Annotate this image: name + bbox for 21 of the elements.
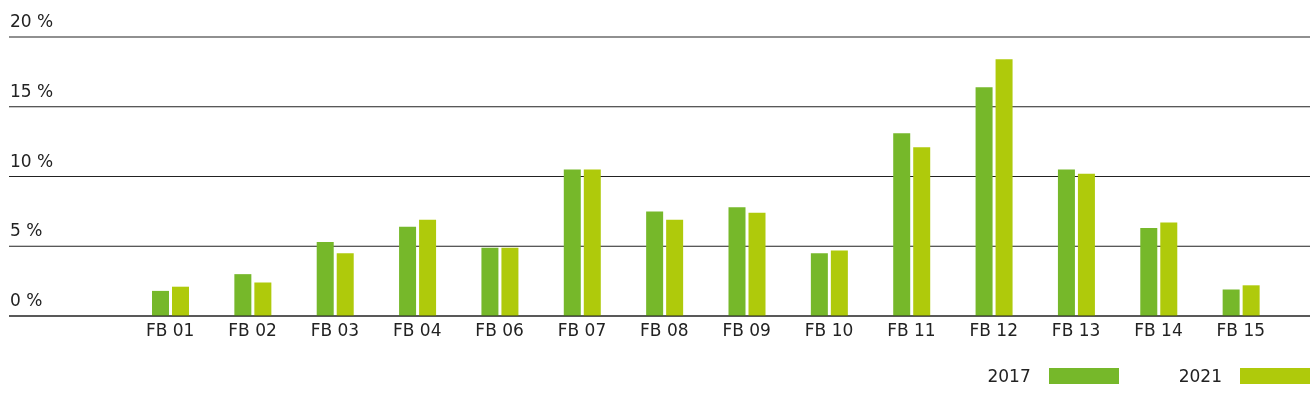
legend-label: 2017 — [987, 366, 1031, 386]
x-tick-label: FB 12 — [969, 320, 1018, 341]
x-tick-label: FB 04 — [393, 320, 442, 341]
y-tick-label: 5 % — [10, 220, 43, 241]
x-tick-label: FB 14 — [1134, 320, 1183, 341]
x-tick-label: FB 03 — [310, 320, 360, 341]
x-tick-label: FB 11 — [887, 320, 936, 341]
x-tick-label: FB 08 — [640, 320, 689, 341]
x-tick-label: FB 15 — [1216, 320, 1266, 341]
x-tick-label: FB 02 — [228, 320, 277, 341]
x-tick-label: FB 07 — [557, 320, 607, 341]
y-tick-label: 20 % — [10, 11, 54, 31]
x-tick-label: FB 01 — [145, 320, 195, 341]
y-tick-label: 10 % — [10, 150, 54, 171]
x-tick-label: FB 06 — [475, 320, 524, 341]
x-tick-label: FB 09 — [722, 320, 771, 341]
legend-label: 2021 — [1178, 366, 1222, 386]
x-tick-label: FB 10 — [804, 320, 854, 341]
x-tick-label: FB 13 — [1051, 320, 1101, 341]
y-tick-label: 15 % — [10, 80, 54, 101]
y-tick-label: 0 % — [10, 290, 43, 310]
